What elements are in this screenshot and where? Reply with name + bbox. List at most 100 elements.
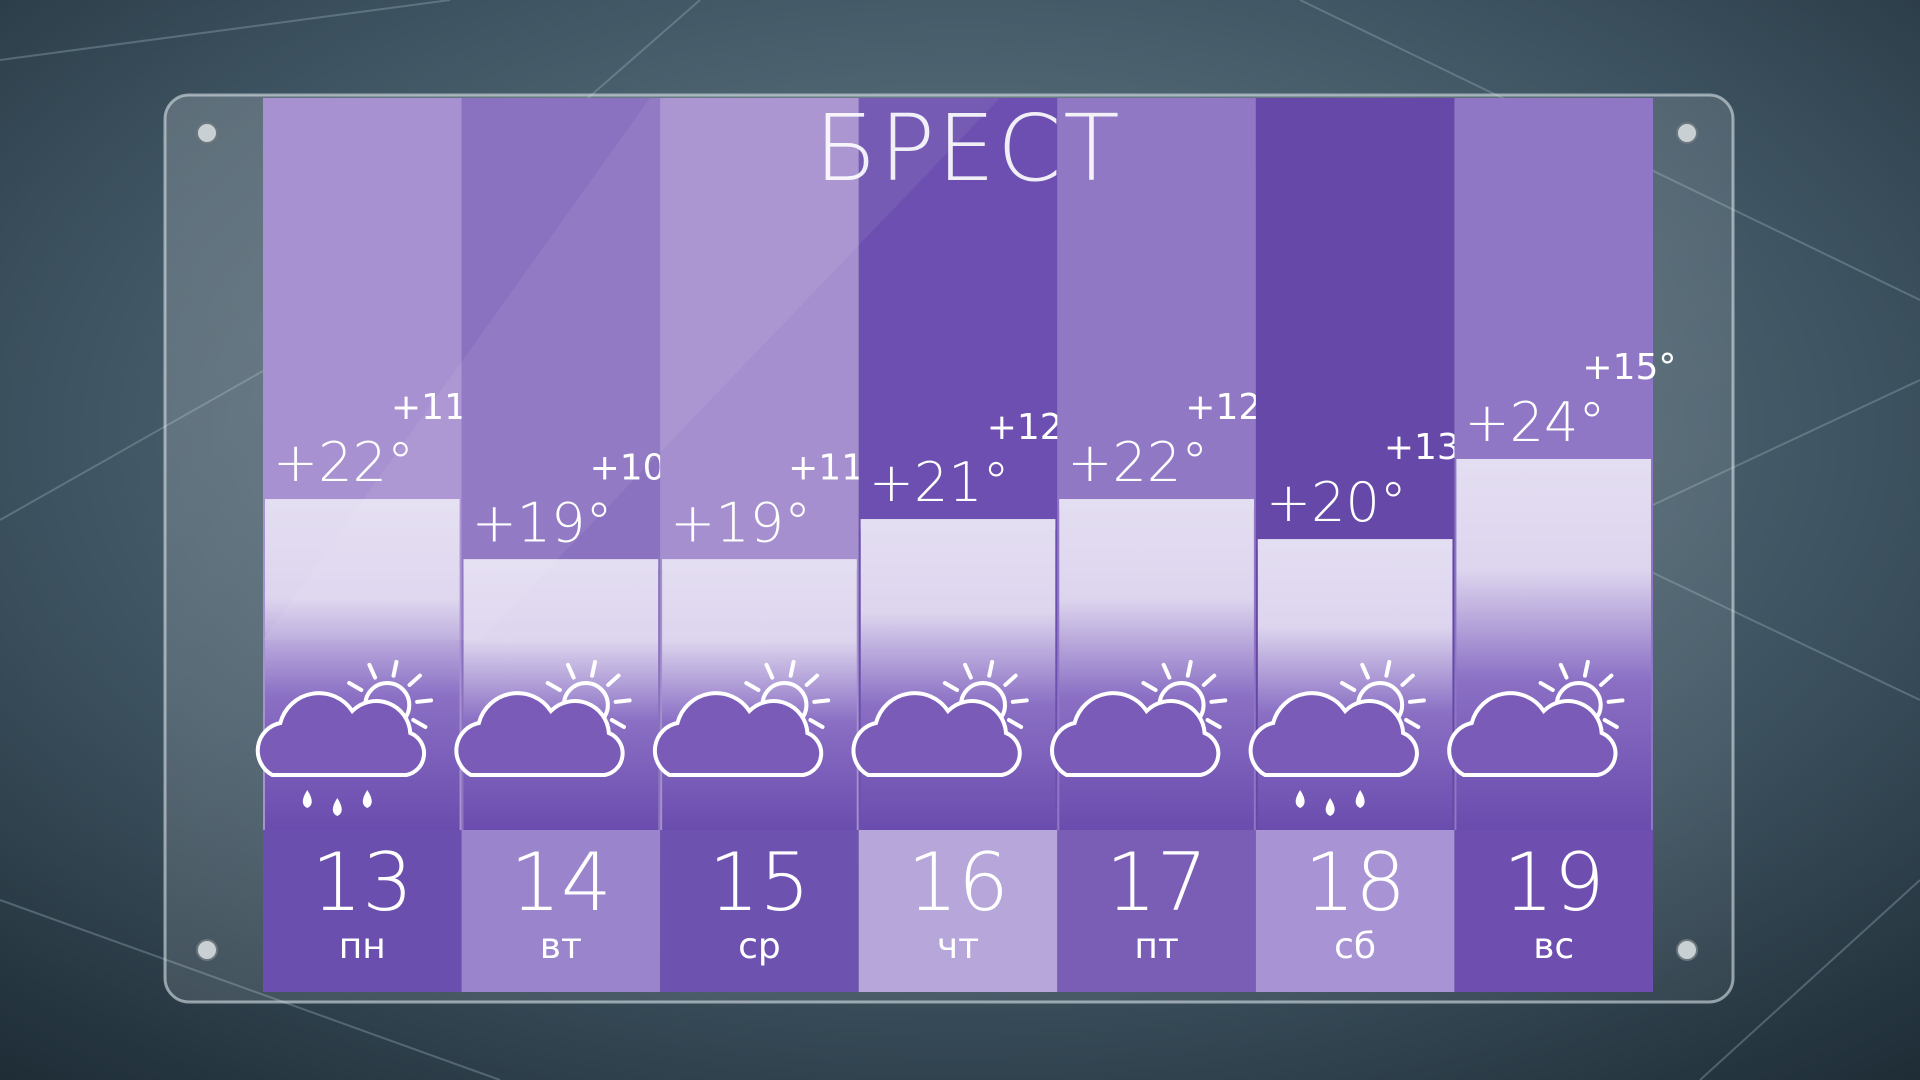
sun-ray [1558, 662, 1569, 680]
bar-tint [463, 559, 659, 570]
bar [662, 559, 857, 830]
sun-ray [1360, 662, 1370, 680]
date: 18 [1304, 836, 1406, 929]
cloud [454, 691, 625, 777]
sun-ray [1404, 718, 1421, 729]
bar [463, 559, 659, 830]
weather-icon [851, 659, 1029, 777]
weather-icon [1050, 659, 1228, 777]
date-background [1255, 830, 1455, 992]
bolts [196, 122, 1698, 961]
sun-ray [1003, 673, 1018, 687]
day-temperature: +19° [670, 491, 811, 554]
sun-ray [808, 718, 825, 729]
chart-title: БРЕСТ [814, 95, 1121, 202]
sun-ray [613, 698, 632, 704]
sun-ray [1185, 659, 1193, 678]
sun-ray [1400, 673, 1415, 687]
weather-icon [1447, 659, 1625, 777]
weekday: пт [1134, 926, 1179, 967]
day-temperature: +21° [869, 451, 1010, 514]
sun-ray [1407, 698, 1426, 704]
weather-icon [454, 659, 632, 777]
day-temperature: +20° [1266, 471, 1407, 534]
sun-ray [1384, 659, 1392, 678]
raindrop [1295, 790, 1305, 808]
sun-ray [812, 698, 831, 704]
weather-icon [255, 659, 434, 816]
sun-ray [764, 662, 775, 680]
sun-ray [1161, 662, 1172, 680]
sun-ray [942, 681, 960, 692]
sun-ray [347, 681, 364, 692]
date: 17 [1106, 836, 1208, 929]
weekday: чт [937, 926, 979, 967]
sun-ray [1538, 681, 1555, 692]
sun-ray [609, 718, 626, 729]
date-background [660, 830, 859, 992]
bar-tint [265, 499, 460, 510]
day-temperature: +22° [273, 431, 414, 494]
sun-ray [1340, 681, 1357, 692]
bar-tint [1257, 539, 1453, 550]
sun-ray [744, 681, 761, 692]
bar-tint [662, 559, 857, 570]
sun-ray [1582, 659, 1590, 678]
sun-ray [1141, 681, 1158, 692]
bar-tint [860, 519, 1056, 530]
weekday: вт [540, 926, 582, 967]
sun-ray [367, 662, 378, 680]
day-temperature: +22° [1067, 431, 1208, 494]
sun-ray [804, 673, 820, 687]
sun-ray [391, 659, 399, 678]
sun-ray [1606, 698, 1625, 704]
date: 16 [907, 836, 1009, 929]
date-background [1454, 830, 1653, 992]
date-background [1057, 830, 1256, 992]
sun-ray [606, 673, 621, 687]
day-temperature: +19° [472, 491, 613, 554]
date: 14 [510, 836, 612, 929]
raindrop [1325, 798, 1335, 816]
sun-ray [788, 659, 796, 678]
sun-ray [411, 718, 428, 729]
weekday: сб [1334, 926, 1376, 967]
sun-ray [1602, 718, 1619, 729]
bar [1059, 499, 1254, 830]
cloud [1447, 691, 1618, 777]
glare [263, 98, 1000, 640]
weather-icon [652, 659, 831, 777]
bar-tint [1456, 458, 1651, 469]
date-background [858, 830, 1058, 992]
weather-icon [1248, 659, 1426, 816]
sun-ray [1201, 673, 1217, 687]
sun-ray [1010, 698, 1029, 704]
columns: +22°+11°13пн+19°+10°14вт+19°+11°15ср+21°… [255, 98, 1676, 992]
sun-ray [963, 662, 973, 680]
bar-tint [1059, 499, 1254, 510]
sun-ray [1599, 673, 1614, 687]
date-background [461, 830, 661, 992]
date: 15 [709, 836, 811, 929]
sun-ray [987, 659, 995, 678]
sun-ray [565, 662, 576, 680]
sun-ray [590, 659, 598, 678]
weekday: пн [339, 926, 386, 967]
date: 13 [311, 836, 413, 929]
sun-ray [1006, 718, 1024, 729]
cloud [851, 691, 1022, 777]
weekday: вс [1533, 926, 1574, 967]
sun-ray [1209, 698, 1228, 704]
raindrop [362, 790, 372, 808]
weekday: ср [738, 926, 781, 967]
bar [860, 519, 1056, 830]
cloud [652, 691, 824, 777]
day-temperature: +24° [1464, 391, 1605, 454]
sun-ray [407, 673, 422, 687]
date: 19 [1503, 836, 1605, 929]
cloud [1050, 691, 1221, 777]
cloud [255, 691, 427, 777]
sun-ray [415, 698, 434, 704]
